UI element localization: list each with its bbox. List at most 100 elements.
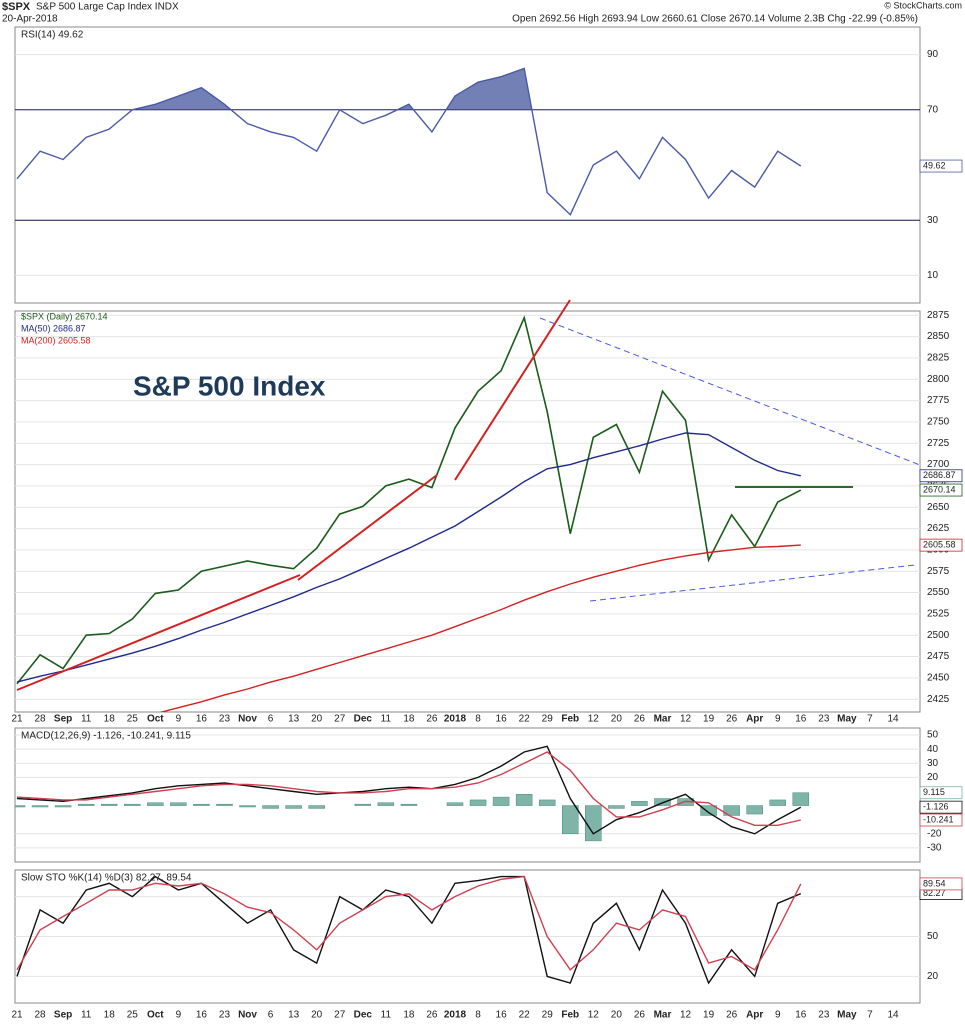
x-tick-label: 6 — [268, 1010, 274, 1021]
x-tick-label: Sep — [54, 714, 72, 725]
x-tick-label: 9 — [775, 714, 781, 725]
histogram-bar — [100, 803, 118, 806]
x-tick-label: 18 — [403, 1010, 415, 1021]
x-tick-label: 2018 — [444, 1010, 467, 1021]
y-tick-label: 2625 — [927, 523, 950, 534]
x-tick-label: 29 — [542, 1010, 554, 1021]
histogram-bar — [54, 805, 72, 808]
y-tick-label: 2700 — [927, 459, 950, 470]
y-tick-label: -30 — [927, 843, 942, 854]
end-label-box — [919, 877, 963, 891]
series-line — [16, 751, 801, 826]
trendline — [539, 317, 921, 466]
x-tick-label: 18 — [104, 1010, 116, 1021]
histogram-bar — [124, 803, 141, 806]
histogram-bar — [631, 801, 648, 806]
histogram-bar — [515, 794, 533, 806]
x-tick-label: 26 — [634, 1010, 646, 1021]
histogram-bar — [400, 803, 418, 806]
legend-entry: MA(50) 2686.87 — [21, 323, 86, 333]
histogram-bar — [285, 805, 302, 809]
symbol-name: S&P 500 Large Cap Index INDX — [36, 2, 179, 13]
trendline — [297, 474, 438, 581]
histogram-bar — [216, 803, 233, 806]
y-tick-label: 70 — [927, 104, 939, 115]
trendline — [16, 574, 301, 691]
y-tick-label: 2725 — [927, 438, 950, 449]
end-label: -1.126 — [923, 802, 949, 812]
x-tick-label: Sep — [54, 1010, 72, 1021]
panel-frame — [14, 26, 921, 304]
y-tick-label: 2500 — [927, 630, 950, 641]
x-tick-label: Oct — [147, 714, 164, 725]
y-tick-label: 50 — [927, 931, 939, 942]
end-label: 49.62 — [923, 160, 946, 170]
legend-entry: MA(200) 2605.58 — [21, 335, 91, 345]
x-tick-label: 13 — [288, 1010, 300, 1021]
x-tick-label: 19 — [703, 714, 715, 725]
y-tick-label: 20 — [927, 971, 939, 982]
x-tick-label: Feb — [561, 1010, 579, 1021]
end-label: 89.54 — [923, 878, 946, 888]
x-tick-label: Mar — [654, 1010, 672, 1021]
x-tick-label: 23 — [818, 714, 830, 725]
histogram-bar — [147, 802, 164, 806]
histogram-bar — [239, 805, 256, 808]
x-tick-label: 16 — [795, 714, 807, 725]
x-tick-label: May — [837, 1010, 857, 1021]
x-tick-label: Nov — [238, 714, 257, 725]
x-tick-label: 11 — [81, 714, 92, 725]
x-tick-label: Oct — [147, 1010, 164, 1021]
series-line — [16, 875, 802, 985]
histogram-bar — [538, 799, 556, 806]
x-tick-label: Feb — [561, 714, 579, 725]
y-tick-label: 50 — [927, 730, 939, 741]
x-tick-label: 12 — [680, 714, 692, 725]
y-tick-label: 40 — [927, 744, 939, 755]
x-tick-label: 12 — [588, 1010, 600, 1021]
x-tick-label: 25 — [127, 1010, 139, 1021]
y-tick-label: 2450 — [927, 673, 950, 684]
x-tick-label: 18 — [403, 714, 415, 725]
y-tick-label: 2575 — [927, 566, 950, 577]
end-label-box — [919, 159, 963, 173]
x-tick-label: 7 — [867, 714, 873, 725]
series-line — [16, 67, 802, 216]
x-tick-label: Mar — [654, 714, 672, 725]
y-tick-label: 2775 — [927, 395, 950, 406]
x-tick-label: Nov — [238, 1010, 257, 1021]
y-tick-label: 2650 — [927, 502, 950, 513]
x-tick-label: 26 — [426, 1010, 438, 1021]
series-group — [16, 875, 802, 985]
x-tick-label: 16 — [795, 1010, 807, 1021]
y-tick-label: 30 — [927, 758, 939, 769]
histogram-bar — [77, 803, 95, 806]
histogram-bar — [170, 802, 187, 806]
histogram-bar — [469, 799, 487, 806]
legend-entry: $SPX (Daily) 2670.14 — [21, 311, 108, 321]
end-label: -10.241 — [923, 814, 954, 824]
y-tick-label: 2875 — [927, 310, 950, 321]
y-tick-label: 90 — [927, 49, 939, 60]
series-line — [16, 875, 802, 971]
x-tick-label: 2018 — [444, 714, 467, 725]
x-tick-label: 18 — [104, 714, 116, 725]
histogram-bar — [193, 803, 210, 806]
panels: 10 30 70 90 49.62 RSI(14) 49.62 2425 2450 2475 25… — [11, 26, 963, 1021]
histogram-bar — [723, 805, 740, 816]
x-tick-label: 26 — [426, 714, 438, 725]
x-tick-label: 23 — [818, 1010, 830, 1021]
x-tick-label: 28 — [34, 714, 46, 725]
x-tick-label: 26 — [634, 714, 646, 725]
x-tick-label: 26 — [726, 714, 738, 725]
x-tick-label: May — [837, 714, 857, 725]
y-tick-label: 2425 — [927, 694, 950, 705]
end-label: 2605.58 — [923, 540, 956, 550]
y-tick-label: 2525 — [927, 609, 950, 620]
panel-frame — [14, 310, 921, 713]
histogram-bar — [492, 796, 510, 806]
x-tick-label: 11 — [81, 1010, 92, 1021]
trendline — [589, 564, 916, 602]
series-line — [16, 432, 801, 683]
x-tick-label: 25 — [127, 714, 139, 725]
